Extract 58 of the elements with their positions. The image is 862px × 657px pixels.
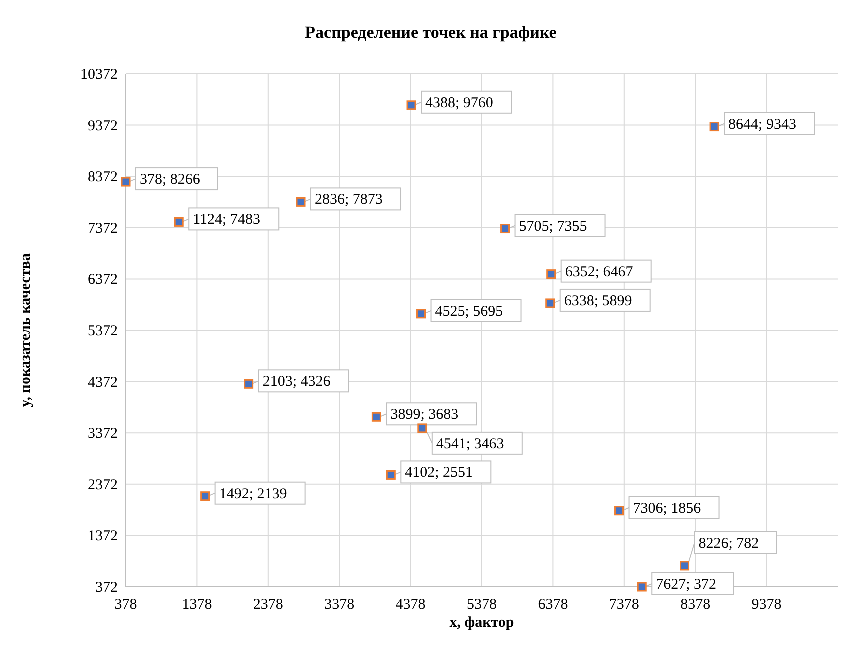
- point: [546, 270, 556, 280]
- x-tick-label: 3378: [324, 597, 355, 613]
- y-axis-title: y, показатель качества: [18, 253, 34, 408]
- y-tick-label: 6372: [88, 272, 118, 288]
- y-tick-label: 5372: [88, 324, 118, 340]
- data-label: 4541; 3463: [436, 436, 504, 452]
- data-label: 4525; 5695: [435, 304, 504, 320]
- x-tick-label: 9378: [752, 597, 782, 613]
- y-tick-label: 8372: [88, 170, 118, 186]
- data-label: 7306; 1856: [633, 500, 702, 517]
- point: [500, 224, 510, 234]
- data-label: 1492; 2139: [219, 486, 288, 502]
- x-tick-label: 8378: [680, 597, 711, 613]
- x-tick-label: 1378: [182, 597, 212, 613]
- point: [416, 309, 426, 319]
- y-tick-label: 372: [96, 580, 118, 596]
- data-label: 3899; 3683: [390, 407, 459, 424]
- y-tick-label: 4372: [88, 374, 118, 391]
- data-label: 7627; 372: [656, 577, 717, 593]
- data-label: 5705; 7355: [519, 218, 588, 235]
- y-tick-label: 7372: [88, 220, 118, 237]
- point: [418, 424, 428, 434]
- chart-title: Распределение точек на графике: [305, 23, 558, 42]
- data-label: 4388; 9760: [426, 95, 494, 112]
- data-label: 2103; 4326: [262, 374, 332, 390]
- y-tick-label: 1372: [88, 528, 118, 545]
- data-label: 4102; 2551: [405, 465, 474, 482]
- data-label: 6352; 6467: [565, 264, 634, 280]
- y-tick-label: 10372: [80, 67, 118, 83]
- data-label: 1124; 7483: [193, 212, 260, 228]
- point: [244, 379, 254, 389]
- point: [296, 197, 306, 207]
- point: [386, 470, 396, 480]
- x-tick-label: 7378: [609, 597, 640, 613]
- point: [637, 582, 647, 592]
- data-label: 8644; 9343: [728, 116, 796, 133]
- x-tick-label: 6378: [538, 597, 568, 613]
- point: [546, 298, 556, 308]
- point: [121, 177, 131, 187]
- point: [406, 100, 416, 110]
- point: [200, 492, 210, 502]
- data-label: 8226; 782: [698, 536, 760, 552]
- x-tick-label: 5378: [467, 597, 497, 613]
- data-label: 2836; 7873: [315, 192, 383, 208]
- data-label: 6338; 5899: [564, 293, 632, 310]
- x-tick-label: 4378: [396, 597, 426, 613]
- x-tick-label: 378: [114, 597, 138, 613]
- x-axis-title: x, фактор: [450, 615, 514, 631]
- point: [710, 122, 720, 132]
- point: [614, 506, 624, 516]
- y-tick-label: 3372: [88, 426, 118, 442]
- x-tick-label: 2378: [253, 597, 284, 613]
- point: [174, 217, 184, 227]
- point: [680, 561, 690, 571]
- y-tick-label: 2372: [88, 477, 118, 494]
- y-tick-label: 9372: [88, 118, 118, 134]
- point: [372, 412, 382, 422]
- data-label: 378; 8266: [140, 172, 201, 188]
